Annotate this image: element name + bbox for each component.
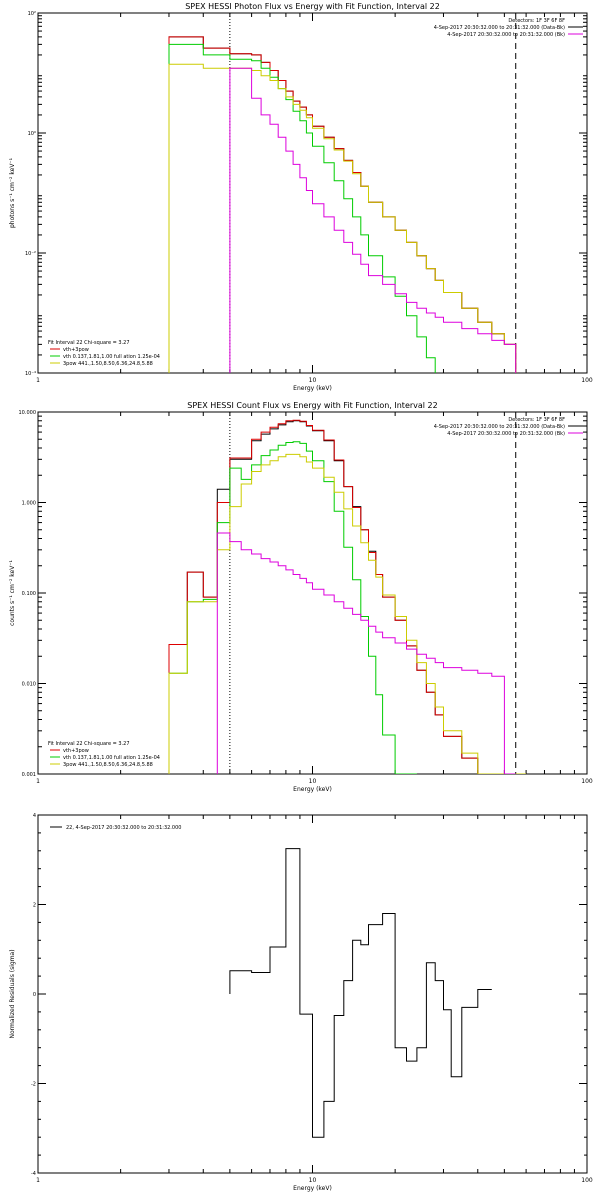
legend-label: 3pow 441.,1.50,8.50,6.36,24.8,5.88 xyxy=(63,361,153,367)
series-line-0 xyxy=(229,848,492,1138)
series-line-2 xyxy=(168,43,436,373)
legend-label: vth 0.137,1.81,1.00 full ation 1.25e-04 xyxy=(63,755,160,761)
x-tick-label: 10 xyxy=(309,1177,317,1184)
series-group xyxy=(229,848,492,1138)
header-line: 4-Sep-2017 20:30:32.000 to 20:31:32.000 … xyxy=(447,32,565,38)
series-line-1 xyxy=(168,36,517,373)
x-axis-label: Energy (keV) xyxy=(293,1185,332,1192)
y-tick-label: 10² xyxy=(28,11,36,17)
header-line: 4-Sep-2017 20:30:32.000 to 20:31:32.000 … xyxy=(447,431,565,437)
photon-flux-panel: SPEX HESSI Photon Flux vs Energy with Fi… xyxy=(9,2,593,392)
x-tick-label: 10 xyxy=(309,778,317,785)
header-line: 4-Sep-2017 20:30:32.000 to 20:31:32.000 … xyxy=(434,424,565,430)
y-tick-label: 4 xyxy=(33,813,36,819)
x-tick-label: 100 xyxy=(581,1177,593,1184)
residuals-panel: Energy (keV) Normalized Residuals (sigma)… xyxy=(9,813,593,1192)
series-line-3 xyxy=(168,63,517,373)
series-group xyxy=(168,419,527,774)
series-line-3 xyxy=(168,453,527,774)
count-flux-panel: SPEX HESSI Count Flux vs Energy with Fit… xyxy=(9,401,593,793)
header-line: Detectors: 1F 3F 6F 8F xyxy=(508,18,565,24)
header-line: Detectors: 1F 3F 6F 8F xyxy=(508,417,565,423)
y-tick-label: 2 xyxy=(33,903,36,909)
y-tick-label: 0 xyxy=(33,992,36,998)
y-tick-label: 10⁰ xyxy=(28,131,36,137)
x-tick-label: 10 xyxy=(309,377,317,384)
legend-label: vth 0.137,1.81,1.00 full ation 1.25e-04 xyxy=(63,354,160,360)
x-tick-label: 1 xyxy=(36,1177,40,1184)
header-line: 4-Sep-2017 20:30:32.000 to 20:31:32.000 … xyxy=(434,25,565,31)
x-tick-label: 100 xyxy=(581,377,593,384)
y-axis-label: Normalized Residuals (sigma) xyxy=(9,949,16,1038)
x-tick-label: 100 xyxy=(581,778,593,785)
x-axis-label: Energy (keV) xyxy=(293,786,332,793)
y-axis-label: photons s⁻¹ cm⁻² keV⁻¹ xyxy=(9,157,16,228)
fit-info: Fit Interval 22 Chi-square = 3.27 xyxy=(48,340,130,346)
series-line-4 xyxy=(216,532,516,774)
x-tick-label: 1 xyxy=(36,778,40,785)
y-tick-label: 10⁻² xyxy=(25,251,36,257)
chart-title: SPEX HESSI Photon Flux vs Energy with Fi… xyxy=(185,2,440,11)
y-axis-label: counts s⁻¹ cm⁻² keV⁻¹ xyxy=(9,560,16,626)
series-line-0 xyxy=(168,420,527,774)
y-tick-label: 10⁻⁴ xyxy=(25,371,36,377)
y-tick-label: -4 xyxy=(31,1171,36,1177)
legend-label: vth+3pow xyxy=(63,347,89,353)
x-axis-label: Energy (keV) xyxy=(293,385,332,392)
y-tick-label: 1.000 xyxy=(22,501,36,507)
series-line-0 xyxy=(168,36,517,373)
x-tick-label: 1 xyxy=(36,377,40,384)
y-tick-label: 0.001 xyxy=(22,772,36,778)
y-tick-label: 10.000 xyxy=(19,410,37,416)
series-group xyxy=(168,36,517,373)
legend-label: vth+3pow xyxy=(63,748,89,754)
series-line-2 xyxy=(168,441,417,774)
y-tick-label: -2 xyxy=(31,1082,36,1088)
y-tick-label: 0.010 xyxy=(22,682,36,688)
chart-title: SPEX HESSI Count Flux vs Energy with Fit… xyxy=(187,401,438,410)
series-line-4 xyxy=(229,67,517,373)
y-tick-label: 0.100 xyxy=(22,591,36,597)
legend-label: 22, 4-Sep-2017 20:30:32.000 to 20:31:32.… xyxy=(66,825,181,831)
legend-label: 3pow 441.,1.50,8.50,6.36,24.8,5.88 xyxy=(63,762,153,768)
series-line-1 xyxy=(168,419,527,774)
fit-info: Fit Interval 22 Chi-square = 3.27 xyxy=(48,741,130,747)
